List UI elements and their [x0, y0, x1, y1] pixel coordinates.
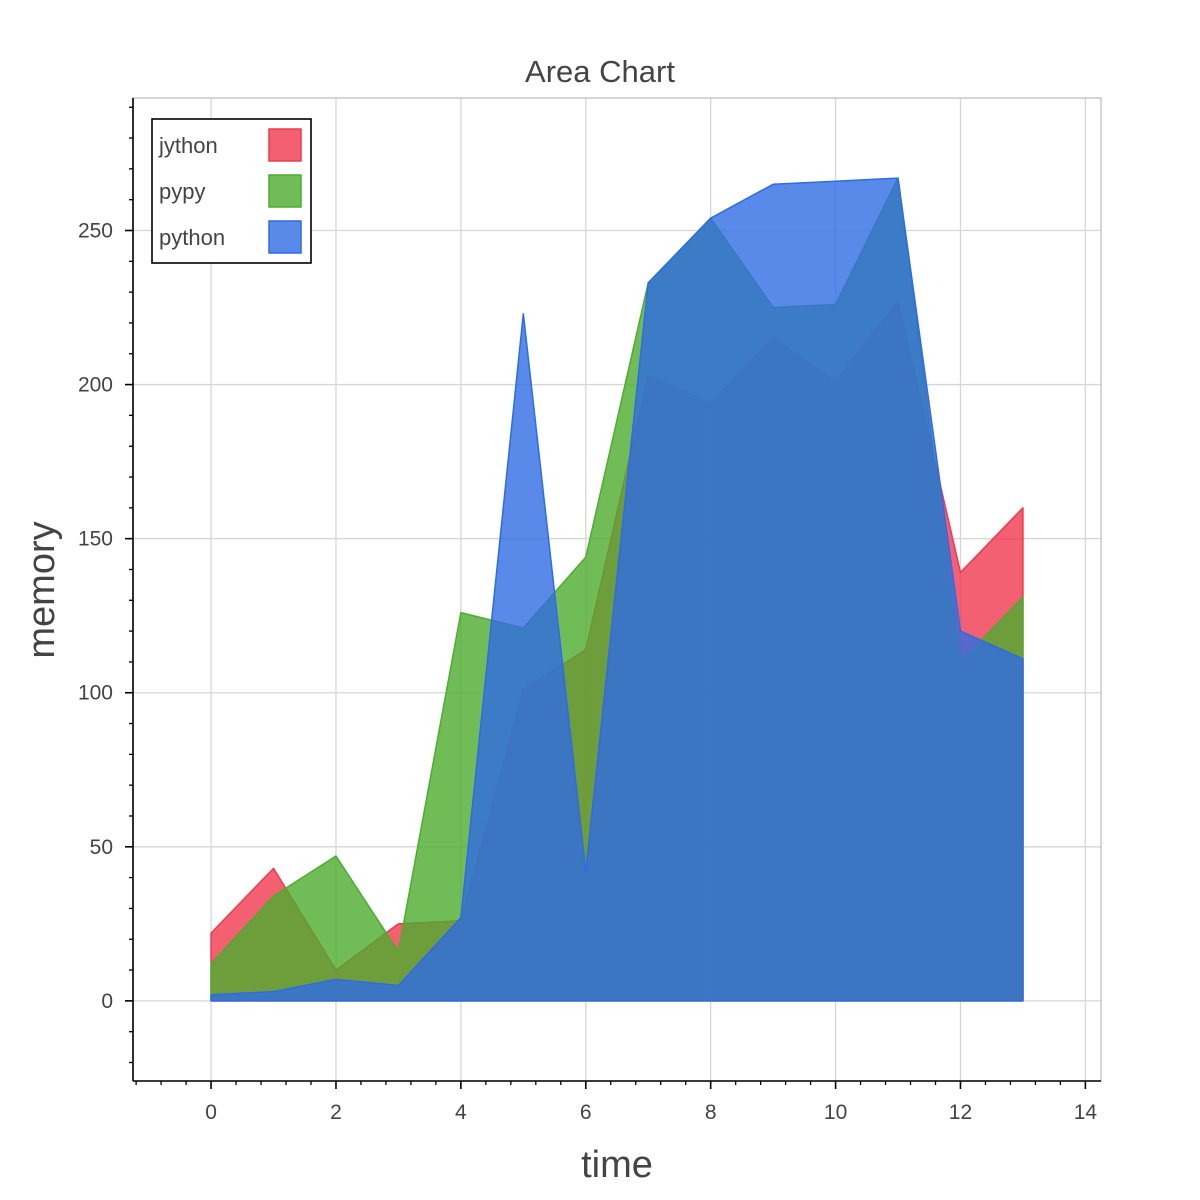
y-tick-label: 200 — [78, 374, 113, 397]
area-series-layer — [210, 177, 1024, 1002]
legend-swatch — [268, 174, 302, 208]
area-python — [210, 177, 1024, 1002]
chart-title: Area Chart — [525, 54, 675, 89]
axes: 0 2 4 6 8 10 12 14 0 50 100 150 200 250 — [78, 98, 1101, 1124]
x-tick-label: 6 — [580, 1101, 592, 1124]
legend-swatch — [268, 220, 302, 254]
y-tick-label: 250 — [78, 220, 113, 243]
x-tick-label: 0 — [205, 1101, 217, 1124]
y-axis-title: memory — [21, 521, 63, 658]
x-axis-title: time — [581, 1144, 653, 1186]
x-tick-label: 14 — [1074, 1101, 1098, 1124]
legend-item-pypy[interactable]: pypy — [159, 174, 302, 208]
y-tick-label: 150 — [78, 528, 113, 551]
legend-item-jython[interactable]: jython — [158, 128, 302, 162]
x-tick-label: 12 — [949, 1101, 972, 1124]
legend-item-python[interactable]: python — [159, 220, 302, 254]
x-tick-label: 4 — [455, 1101, 467, 1124]
legend-label: python — [159, 225, 225, 250]
x-tick-label: 10 — [824, 1101, 847, 1124]
legend[interactable]: jython pypy python — [151, 118, 312, 264]
legend-label: jython — [158, 133, 218, 158]
legend-swatch — [268, 128, 302, 162]
x-tick-label: 2 — [330, 1101, 342, 1124]
x-tick-label: 8 — [705, 1101, 717, 1124]
legend-label: pypy — [159, 179, 205, 204]
y-tick-label: 0 — [101, 990, 113, 1013]
y-tick-label: 100 — [78, 682, 113, 705]
y-tick-label: 50 — [90, 836, 113, 859]
